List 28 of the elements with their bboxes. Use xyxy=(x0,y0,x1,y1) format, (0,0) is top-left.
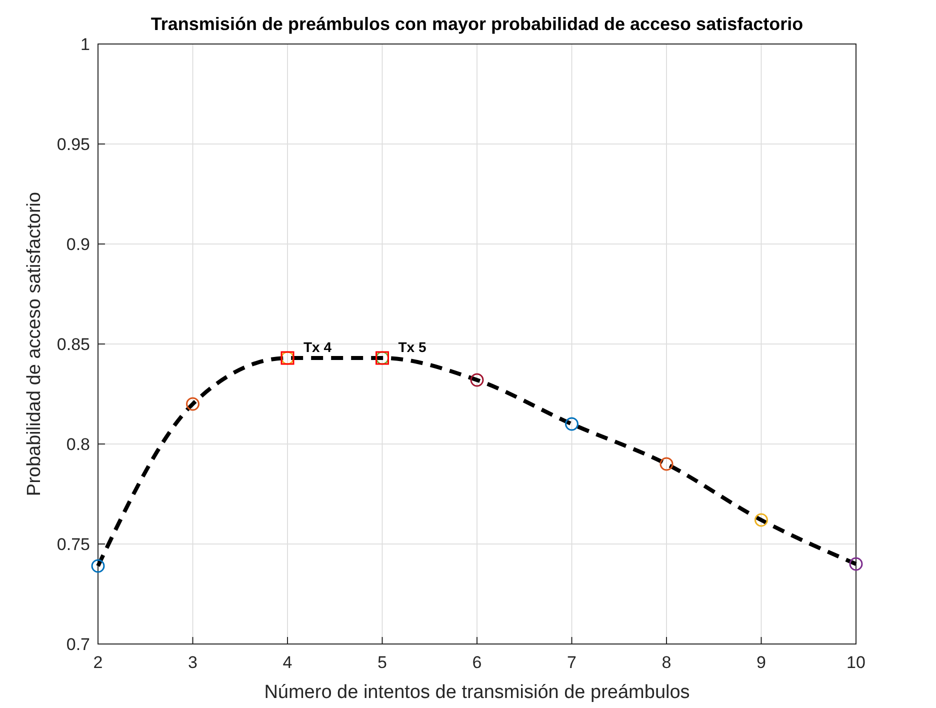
x-tick-label: 9 xyxy=(756,653,766,672)
x-tick-label: 3 xyxy=(188,653,198,672)
x-tick-label: 5 xyxy=(378,653,387,672)
x-tick-label: 4 xyxy=(282,653,292,672)
x-tick-label: 2 xyxy=(93,653,103,672)
y-tick-label: 0.8 xyxy=(66,435,90,454)
y-tick-label: 1 xyxy=(80,35,90,54)
x-tick-label: 10 xyxy=(846,653,866,672)
point xyxy=(565,417,578,431)
point xyxy=(754,513,768,527)
point xyxy=(660,457,674,471)
x-tick-label: 6 xyxy=(472,653,482,672)
y-tick-label: 0.85 xyxy=(56,335,90,354)
y-axis-title: Probabilidad de acceso satisfactorio xyxy=(24,192,45,496)
x-tick-label: 7 xyxy=(567,653,576,672)
point xyxy=(470,373,484,387)
y-tick-label: 0.9 xyxy=(66,235,90,254)
y-tick-label: 0.95 xyxy=(56,135,90,154)
x-tick-label: 8 xyxy=(662,653,672,672)
point xyxy=(91,559,105,573)
x-axis-title: Número de intentos de transmisión de preámbulos xyxy=(264,682,690,703)
chart-title: Transmisión de preámbulos con mayor probabilidad de acceso satisfactorio xyxy=(150,14,804,34)
point xyxy=(849,557,863,571)
point xyxy=(186,397,200,411)
annotation: Tx 4 xyxy=(304,339,332,355)
y-tick-label: 0.75 xyxy=(56,535,90,554)
y-tick-label: 0.7 xyxy=(66,635,90,654)
annotation: Tx 5 xyxy=(398,339,426,355)
